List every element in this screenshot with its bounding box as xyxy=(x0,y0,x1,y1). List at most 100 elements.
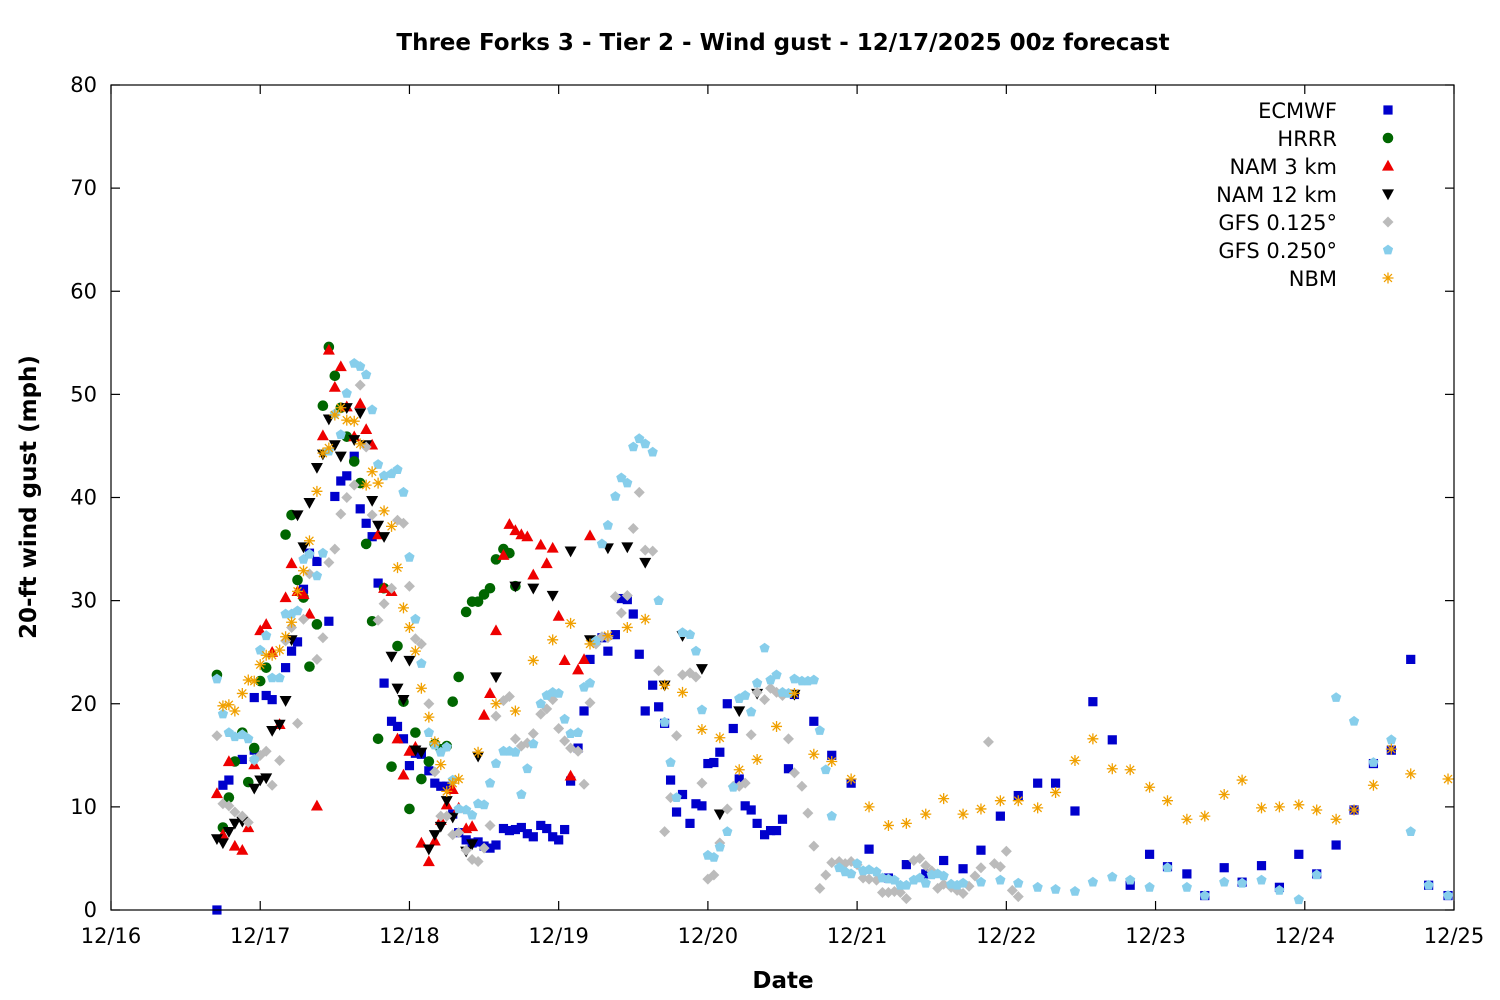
y-tick-label: 0 xyxy=(84,898,97,922)
data-point xyxy=(266,725,279,737)
data-point xyxy=(335,429,346,439)
data-point xyxy=(516,822,526,833)
data-point xyxy=(472,746,484,758)
data-point xyxy=(659,679,671,691)
data-point xyxy=(453,671,464,683)
data-point xyxy=(665,757,676,767)
data-point xyxy=(385,651,398,663)
data-point xyxy=(472,856,484,868)
data-point xyxy=(329,409,341,421)
data-point xyxy=(490,758,502,768)
data-point xyxy=(527,728,539,740)
data-point xyxy=(540,557,553,569)
data-point xyxy=(602,630,614,642)
data-point xyxy=(210,787,223,799)
data-point xyxy=(397,517,409,529)
data-point xyxy=(957,877,969,888)
data-point xyxy=(714,732,726,744)
data-point xyxy=(621,621,633,633)
legend-marker xyxy=(1382,189,1394,201)
data-point xyxy=(1293,894,1304,905)
data-point xyxy=(398,734,409,744)
data-point xyxy=(746,706,757,717)
data-point xyxy=(677,686,689,698)
data-point xyxy=(863,864,875,875)
data-point xyxy=(809,716,819,726)
data-point xyxy=(210,834,223,846)
data-point xyxy=(341,387,352,398)
data-point xyxy=(559,713,570,724)
data-point xyxy=(690,671,702,683)
data-point xyxy=(274,644,286,656)
data-point xyxy=(236,816,249,828)
data-point xyxy=(467,809,478,820)
data-point xyxy=(391,732,404,744)
data-point xyxy=(938,870,949,881)
data-point xyxy=(621,589,633,601)
data-point xyxy=(788,687,800,699)
data-point xyxy=(424,766,434,776)
data-point xyxy=(1032,881,1043,892)
data-point xyxy=(994,795,1006,807)
data-point xyxy=(714,841,725,852)
y-tick-label: 70 xyxy=(70,176,97,200)
data-point xyxy=(734,774,744,784)
data-point xyxy=(1033,778,1043,788)
data-point xyxy=(303,607,316,619)
data-point xyxy=(708,852,719,862)
data-point xyxy=(547,634,559,646)
data-point xyxy=(416,658,427,668)
data-point xyxy=(378,505,390,517)
data-point xyxy=(360,538,372,550)
data-point xyxy=(709,757,719,768)
data-point xyxy=(1050,884,1061,894)
data-point xyxy=(355,361,366,371)
data-point xyxy=(323,442,335,454)
data-point xyxy=(223,800,235,812)
data-point xyxy=(536,820,546,831)
data-point xyxy=(696,704,708,715)
data-point xyxy=(297,565,309,577)
data-point xyxy=(254,624,267,636)
data-point xyxy=(1144,881,1155,892)
data-point xyxy=(1385,743,1397,755)
data-point xyxy=(715,747,725,757)
data-point xyxy=(982,736,994,748)
data-point xyxy=(509,705,521,717)
data-point xyxy=(436,781,446,791)
data-point xyxy=(827,750,837,760)
data-point xyxy=(441,741,452,752)
data-point xyxy=(297,542,310,554)
data-point xyxy=(491,840,501,850)
data-point xyxy=(303,498,316,509)
data-point xyxy=(685,818,695,828)
data-point xyxy=(453,773,465,785)
data-point xyxy=(485,843,495,853)
data-point xyxy=(285,635,298,647)
data-point xyxy=(814,882,826,894)
data-point xyxy=(228,818,241,830)
data-point xyxy=(628,609,638,619)
data-point xyxy=(1311,869,1322,880)
data-point xyxy=(1199,890,1210,900)
data-point xyxy=(416,773,427,785)
data-point xyxy=(722,826,733,836)
data-point xyxy=(703,758,713,769)
data-point xyxy=(684,629,696,639)
data-point xyxy=(217,700,229,712)
data-point xyxy=(398,486,409,497)
data-point xyxy=(243,733,254,744)
data-point xyxy=(558,654,571,666)
x-tick-label: 12/18 xyxy=(379,924,440,948)
data-point xyxy=(286,646,297,656)
data-point xyxy=(691,799,701,809)
data-point xyxy=(367,532,377,542)
data-point xyxy=(615,607,627,619)
data-point xyxy=(336,476,346,486)
data-point xyxy=(527,568,540,580)
data-point xyxy=(261,690,271,701)
data-point xyxy=(975,803,987,815)
data-point xyxy=(292,585,304,597)
data-point xyxy=(1012,891,1024,903)
data-point xyxy=(478,708,491,720)
